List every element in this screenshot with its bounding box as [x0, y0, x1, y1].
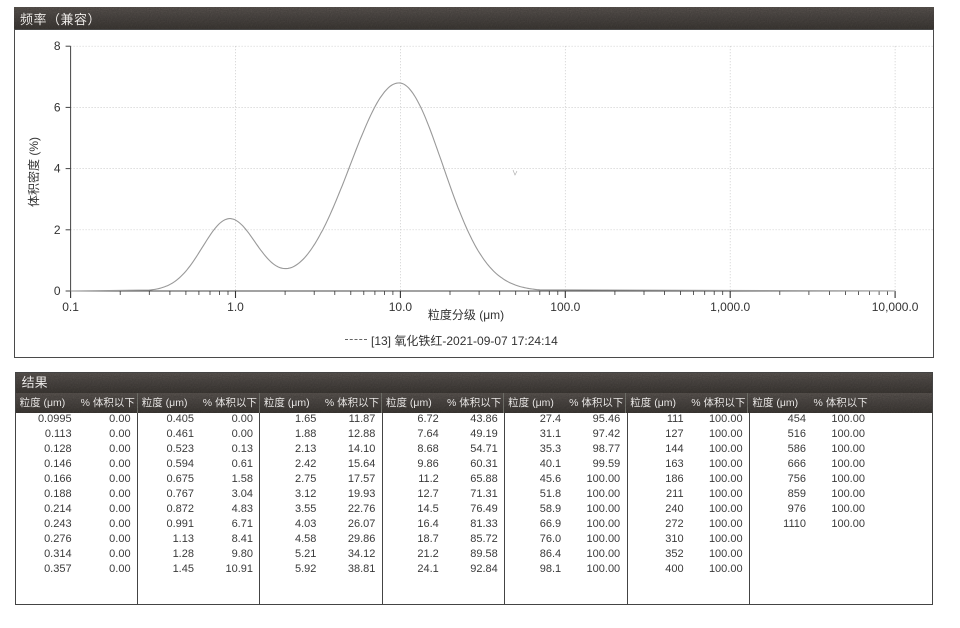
svg-text:10,000.0: 10,000.0	[872, 300, 919, 314]
svg-text:0.1: 0.1	[62, 300, 79, 314]
svg-text:10.0: 10.0	[389, 300, 413, 314]
svg-text:8: 8	[54, 39, 61, 53]
svg-text:1,000.0: 1,000.0	[710, 300, 750, 314]
svg-text:4: 4	[54, 162, 61, 176]
svg-text:体积密度 (%): 体积密度 (%)	[26, 137, 41, 207]
svg-text:6: 6	[54, 100, 61, 114]
svg-text:2: 2	[54, 223, 61, 237]
svg-text:粒度分级 (μm): 粒度分级 (μm)	[428, 307, 504, 322]
svg-text:100.0: 100.0	[550, 300, 580, 314]
svg-text:0: 0	[54, 284, 61, 298]
svg-text:1.0: 1.0	[227, 300, 244, 314]
